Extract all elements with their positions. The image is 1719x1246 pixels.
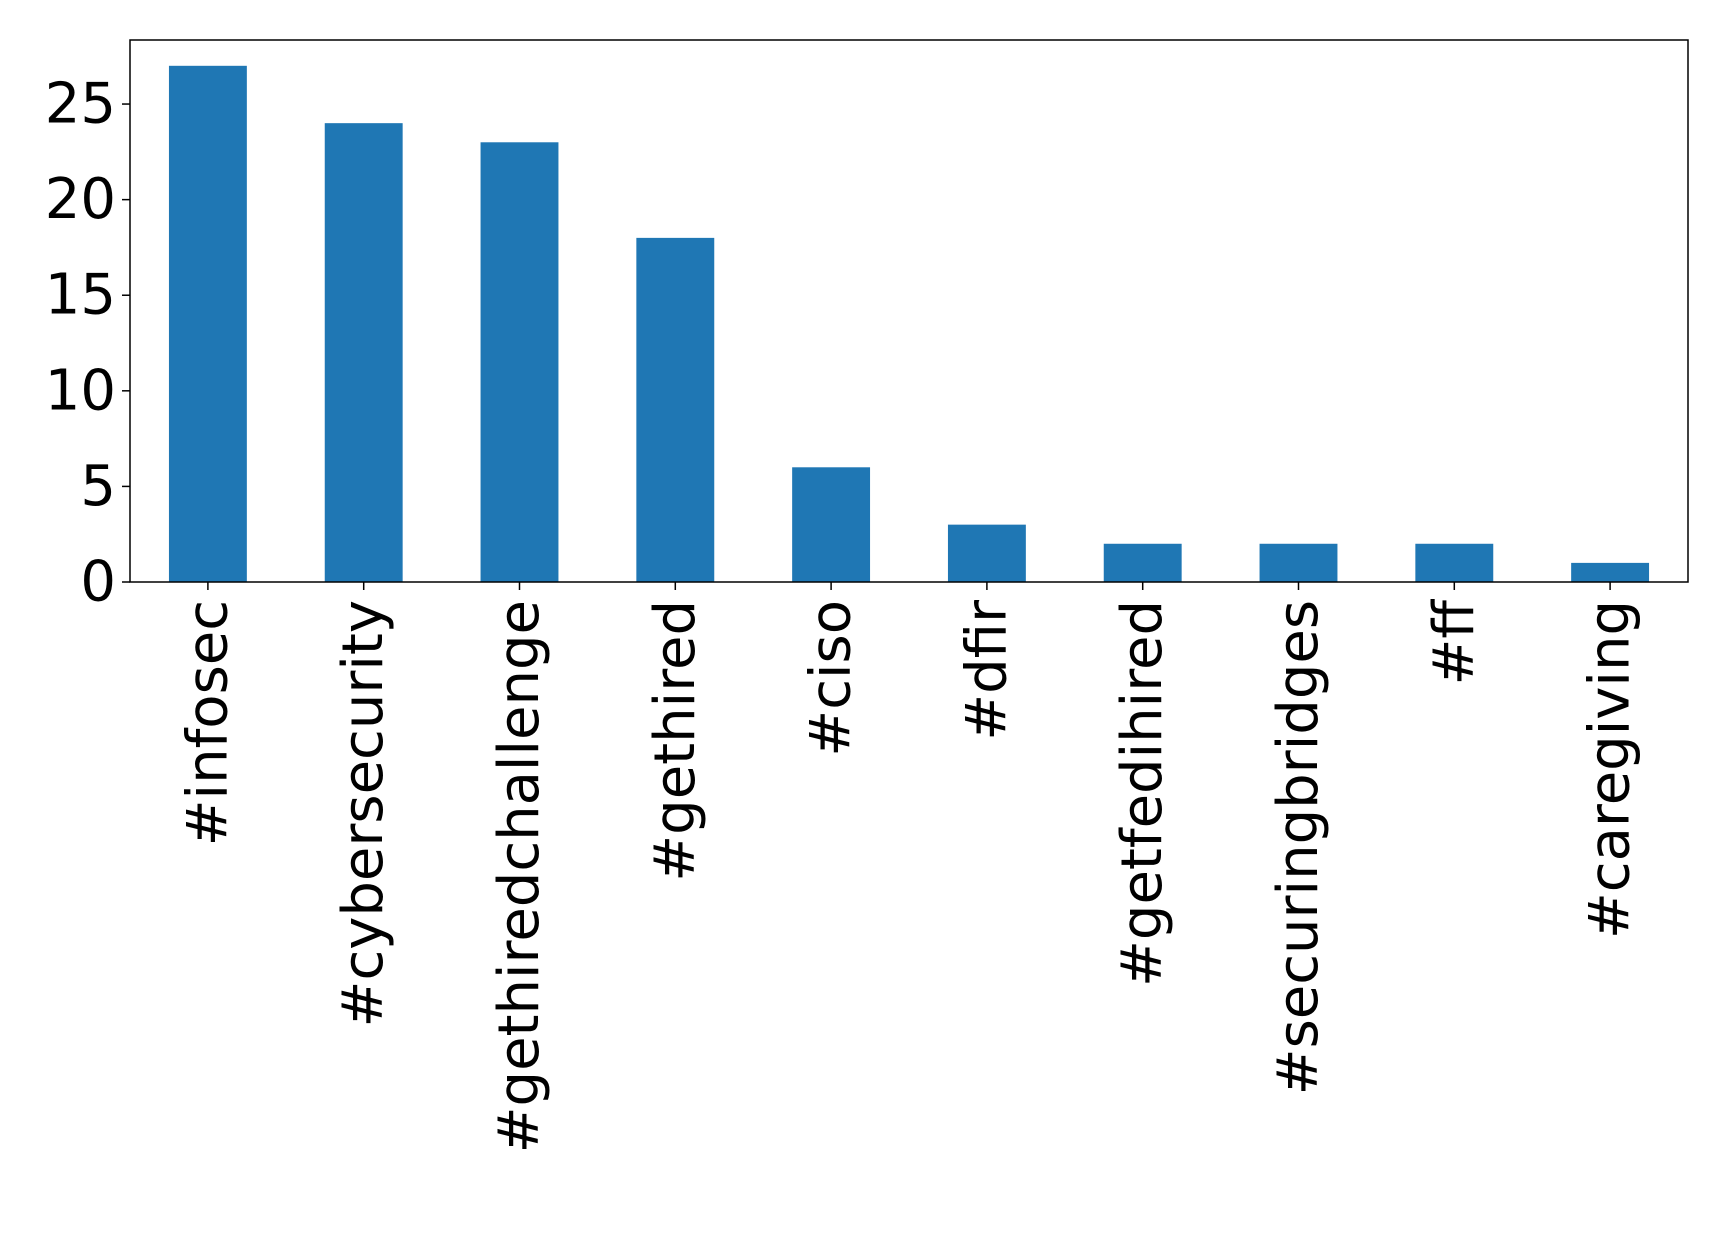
y-tick-label: 15 (45, 263, 116, 328)
x-tick-label: #ff (1422, 599, 1487, 686)
bar-cybersecurity (324, 123, 403, 582)
y-tick-label: 25 (45, 72, 116, 137)
y-tick-label: 5 (80, 454, 116, 519)
x-tick-label: #securingbridges (1266, 600, 1331, 1095)
x-tick-label: #dfir (954, 599, 1019, 741)
bar-getfedihired (1103, 543, 1182, 582)
bar-caregiving (1571, 562, 1650, 582)
x-tick-label: #caregiving (1578, 600, 1643, 939)
x-tick-label: #gethired (643, 600, 708, 882)
x-tick-label: #getfedihired (1110, 600, 1175, 987)
x-tick-label: #infosec (175, 600, 240, 846)
bar-dfir (947, 524, 1026, 582)
x-tick-label: #cybersecurity (331, 600, 396, 1027)
plot-frame (129, 39, 1689, 583)
bar-infosec (168, 65, 247, 583)
bar-gethired (636, 237, 715, 582)
x-tick-label: #gethiredchallenge (487, 600, 552, 1153)
bar-ff (1415, 543, 1494, 582)
bar-ciso (792, 467, 871, 582)
bar-gethiredchallenge (480, 142, 559, 583)
y-axis: 0 5 10 15 20 25 (45, 72, 130, 615)
y-tick-label: 10 (45, 358, 116, 423)
y-tick-label: 0 (80, 550, 116, 615)
bar-securingbridges (1259, 543, 1338, 582)
x-axis: #infosec #cybersecurity #gethiredchallenge… (175, 582, 1643, 1153)
bars-layer (168, 65, 1650, 583)
x-tick-label: #ciso (799, 600, 864, 757)
y-tick-label: 20 (45, 167, 116, 232)
